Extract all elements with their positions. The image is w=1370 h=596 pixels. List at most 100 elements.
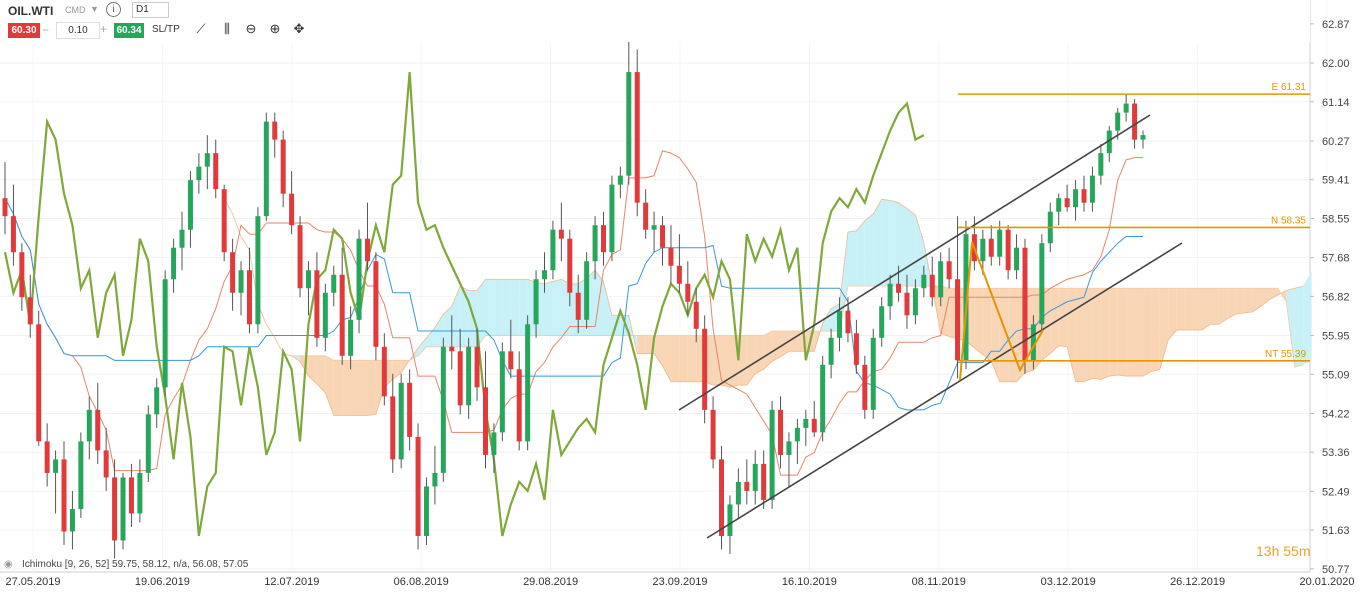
candle bbox=[423, 477, 429, 545]
cloud-segment bbox=[637, 335, 646, 354]
symbol-label[interactable]: OIL.WTI bbox=[8, 4, 54, 18]
candle-body bbox=[643, 202, 649, 230]
candle-body bbox=[263, 121, 269, 217]
cloud-segment bbox=[772, 331, 781, 362]
candle-body bbox=[322, 292, 328, 338]
crosshair-icon[interactable]: ✥ bbox=[293, 21, 305, 36]
zoom-in-icon[interactable]: ⊕ bbox=[269, 21, 281, 36]
cloud-segment bbox=[493, 279, 503, 336]
kijun-line bbox=[4, 197, 1143, 411]
candle-body bbox=[676, 265, 682, 284]
candle bbox=[702, 315, 708, 424]
candle bbox=[69, 490, 75, 550]
cloud-segment bbox=[1092, 288, 1101, 380]
candle bbox=[398, 373, 404, 469]
timeframe-select[interactable]: D1 bbox=[132, 2, 169, 18]
candle-body bbox=[710, 409, 716, 460]
candle-body bbox=[558, 229, 564, 239]
candle-body bbox=[162, 279, 168, 388]
candle-body bbox=[997, 229, 1003, 257]
cloud-segment bbox=[974, 288, 983, 355]
cloud-segment bbox=[359, 360, 368, 416]
candle bbox=[1089, 166, 1095, 212]
candle-body bbox=[980, 238, 986, 262]
x-tick-label: 27.05.2019 bbox=[5, 576, 60, 588]
candle bbox=[407, 369, 413, 451]
candle-body bbox=[609, 184, 615, 253]
candle-body bbox=[651, 225, 657, 230]
candle-body bbox=[246, 270, 252, 325]
cloud-segment bbox=[915, 215, 924, 286]
candle bbox=[280, 130, 286, 208]
line-tool-icon[interactable]: ⟋ bbox=[196, 21, 206, 36]
volume-input[interactable]: 0.10 bbox=[56, 22, 100, 39]
time-axis: 27.05.2019 19.06.2019 12.07.2019 06.08.2019… bbox=[5, 576, 1354, 588]
candle bbox=[221, 184, 227, 262]
indicator-label: Ichimoku [9, 26, 52] 59.75, 58.12, n/a, … bbox=[22, 559, 249, 570]
chikou-line bbox=[3, 71, 925, 537]
candle bbox=[128, 463, 134, 527]
candle-body bbox=[769, 409, 775, 500]
cloud-segment bbox=[1109, 288, 1118, 377]
candle-body bbox=[204, 153, 210, 167]
candle bbox=[550, 220, 556, 280]
candle-body bbox=[794, 427, 800, 442]
candle bbox=[567, 229, 573, 307]
candle-body bbox=[752, 463, 758, 491]
candle-body bbox=[474, 346, 480, 388]
cloud-segment bbox=[603, 281, 612, 336]
candle-body bbox=[516, 369, 522, 442]
candle-body bbox=[853, 333, 859, 365]
cloud-segment bbox=[721, 335, 730, 388]
candle bbox=[457, 328, 463, 415]
sell-button[interactable]: 60.30 bbox=[8, 23, 40, 38]
volume-increase-button[interactable]: + bbox=[100, 22, 108, 36]
candle bbox=[575, 274, 581, 334]
cloud-segment bbox=[687, 335, 697, 382]
abcd-pattern bbox=[959, 241, 1044, 381]
info-icon[interactable]: i bbox=[106, 2, 121, 17]
sltp-button[interactable]: SL/TP bbox=[152, 24, 180, 35]
candle bbox=[853, 319, 859, 374]
candle-body bbox=[482, 387, 488, 455]
cloud-segment bbox=[1261, 288, 1270, 307]
candle bbox=[609, 175, 615, 262]
candle bbox=[289, 171, 295, 235]
y-tick-label: 62.00 bbox=[1322, 58, 1350, 70]
zoom-out-icon[interactable]: ⊖ bbox=[245, 21, 257, 36]
cloud-segment bbox=[485, 279, 494, 336]
candle-body bbox=[78, 441, 84, 509]
candle-body bbox=[550, 229, 556, 271]
cloud-segment bbox=[1100, 288, 1110, 380]
candle bbox=[735, 468, 741, 518]
candle bbox=[246, 247, 252, 334]
candle bbox=[137, 459, 143, 523]
candle-body bbox=[1089, 175, 1095, 203]
candle-body bbox=[1005, 229, 1011, 271]
buy-button[interactable]: 60.34 bbox=[114, 23, 144, 38]
cloud-segment bbox=[1202, 288, 1211, 330]
candle bbox=[685, 261, 691, 316]
volume-decrease-button[interactable]: − bbox=[42, 23, 50, 37]
candle-body bbox=[53, 459, 59, 473]
cloud-segment bbox=[418, 337, 427, 356]
candle-body bbox=[584, 261, 590, 320]
cloud-segment bbox=[890, 200, 899, 286]
cloud-segment bbox=[1117, 288, 1127, 377]
candle bbox=[314, 252, 320, 347]
candle-body bbox=[828, 337, 834, 365]
candle-body bbox=[213, 153, 219, 190]
candle bbox=[516, 351, 522, 451]
candle bbox=[719, 445, 725, 550]
candles-icon[interactable]: ⫼ bbox=[224, 21, 230, 36]
candle-body bbox=[238, 270, 244, 293]
candle-body bbox=[339, 274, 345, 356]
cloud-segment bbox=[999, 288, 1009, 382]
candle bbox=[213, 139, 219, 199]
eye-icon[interactable]: ◉ bbox=[4, 559, 13, 570]
y-tick-label: 52.49 bbox=[1322, 486, 1350, 498]
chevron-down-icon[interactable]: ▼ bbox=[90, 4, 99, 14]
candle bbox=[432, 445, 438, 505]
candle bbox=[27, 274, 33, 338]
